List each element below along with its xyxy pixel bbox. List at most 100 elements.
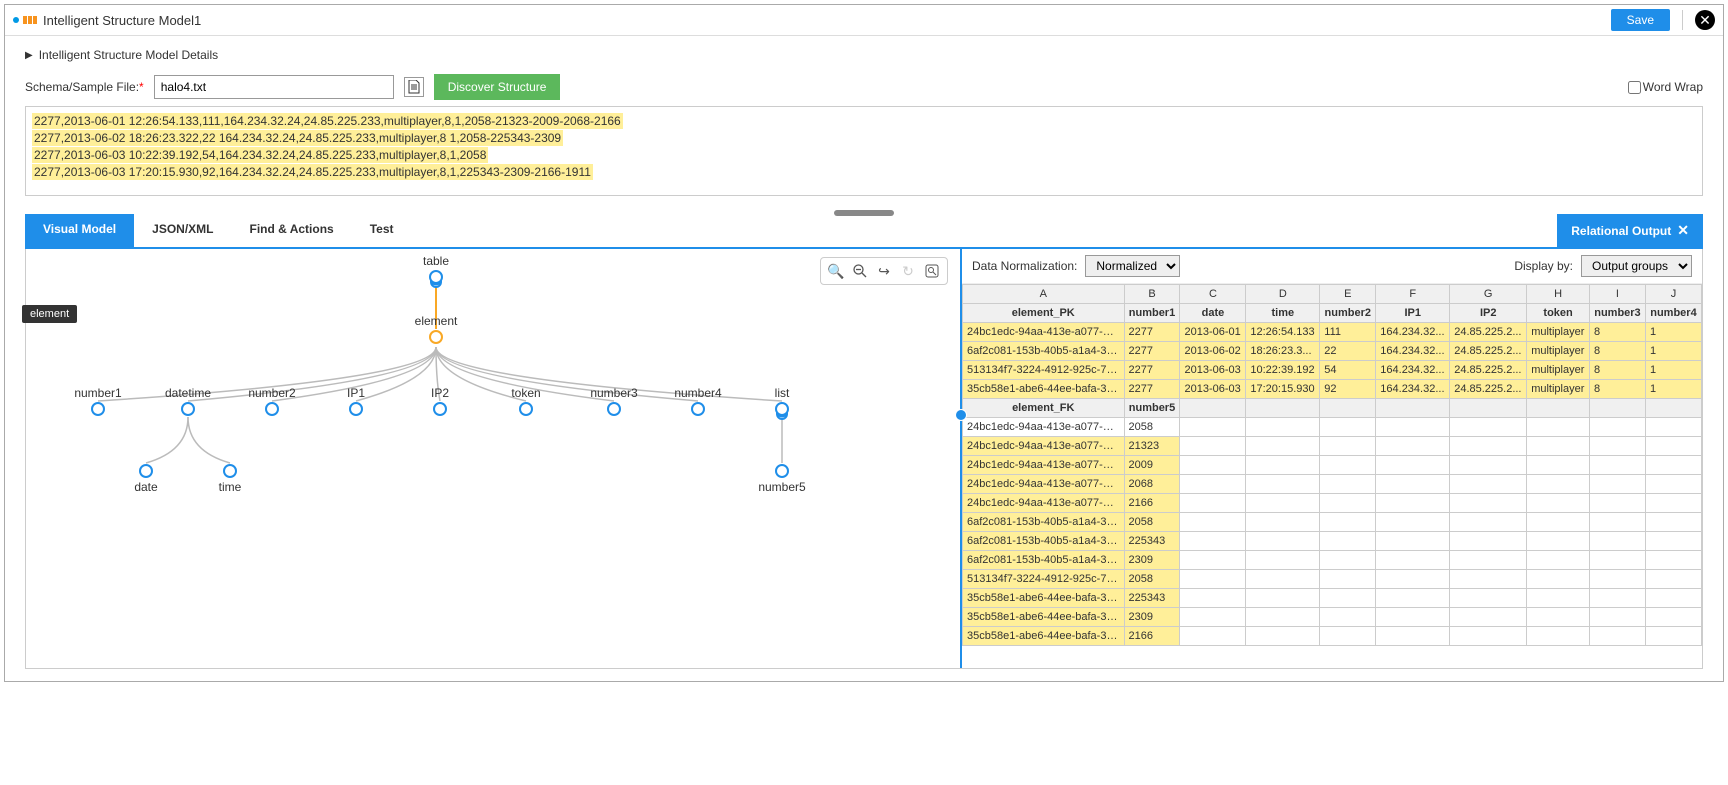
- cell: [1589, 627, 1645, 646]
- cell: [1645, 627, 1701, 646]
- zoom-out-icon[interactable]: [851, 262, 869, 280]
- sample-line: 2277,2013-06-03 17:20:15.930,92,164.234.…: [32, 164, 593, 180]
- cell: [1376, 627, 1450, 646]
- data-grid[interactable]: ABCDEFGHIJelement_PKnumber1datetimenumbe…: [962, 284, 1702, 668]
- column-header: [1376, 399, 1450, 418]
- cell: [1645, 456, 1701, 475]
- cell: [1320, 475, 1376, 494]
- svg-text:number3: number3: [590, 386, 638, 400]
- cell: 2013-06-03: [1180, 380, 1246, 399]
- cell: [1645, 570, 1701, 589]
- zoom-in-icon[interactable]: 🔍: [827, 262, 845, 280]
- cell: 24bc1edc-94aa-413e-a077-d4eb6...: [963, 456, 1125, 475]
- cell: 111: [1320, 323, 1376, 342]
- cell: [1645, 551, 1701, 570]
- cell: [1246, 551, 1320, 570]
- cell: 513134f7-3224-4912-925c-728313...: [963, 570, 1125, 589]
- tab-visual-model[interactable]: Visual Model: [25, 214, 134, 247]
- details-toggle[interactable]: ▶ Intelligent Structure Model Details: [25, 48, 1703, 62]
- column-header: number2: [1320, 304, 1376, 323]
- cell: 8: [1589, 380, 1645, 399]
- cell: 24bc1edc-94aa-413e-a077-d4eb6...: [963, 323, 1125, 342]
- cell: 92: [1320, 380, 1376, 399]
- tab-find-actions[interactable]: Find & Actions: [231, 214, 351, 247]
- cell: [1320, 589, 1376, 608]
- tab-json-xml[interactable]: JSON/XML: [134, 214, 231, 247]
- column-header: G: [1450, 285, 1527, 304]
- file-browse-icon[interactable]: [404, 77, 424, 97]
- cell: [1246, 532, 1320, 551]
- app-window: Intelligent Structure Model1 Save ✕ ▶ In…: [4, 4, 1724, 682]
- svg-text:datetime: datetime: [165, 386, 211, 400]
- window-title: Intelligent Structure Model1: [43, 13, 1611, 28]
- fit-icon[interactable]: [923, 262, 941, 280]
- tab-test[interactable]: Test: [352, 214, 412, 247]
- element-tooltip: element: [22, 305, 77, 323]
- cell: [1450, 456, 1527, 475]
- column-header: [1450, 399, 1527, 418]
- svg-text:number2: number2: [248, 386, 296, 400]
- column-header: H: [1527, 285, 1590, 304]
- cell: 164.234.32...: [1376, 342, 1450, 361]
- cell: 2309: [1124, 608, 1180, 627]
- redo-icon[interactable]: ↪: [875, 262, 893, 280]
- cell: 2013-06-03: [1180, 361, 1246, 380]
- cell: [1527, 551, 1590, 570]
- cell: [1376, 456, 1450, 475]
- svg-text:number4: number4: [674, 386, 722, 400]
- cell: [1376, 437, 1450, 456]
- cell: 2166: [1124, 494, 1180, 513]
- cell: 6af2c081-153b-40b5-a1a4-364ea...: [963, 551, 1125, 570]
- cell: [1527, 627, 1590, 646]
- tree-diagram[interactable]: tableelementnumber1datetimenumber2IP1IP2…: [26, 249, 960, 668]
- cell: 24bc1edc-94aa-413e-a077-d4eb6...: [963, 494, 1125, 513]
- save-button[interactable]: Save: [1611, 9, 1670, 31]
- relational-output-panel: Data Normalization: Normalized Display b…: [962, 249, 1702, 668]
- wordwrap-toggle[interactable]: Word Wrap: [1628, 80, 1703, 94]
- cell: [1527, 475, 1590, 494]
- cell: [1246, 437, 1320, 456]
- cell: [1180, 551, 1246, 570]
- cell: [1246, 589, 1320, 608]
- cell: [1180, 589, 1246, 608]
- close-relational-icon[interactable]: ✕: [1677, 222, 1689, 239]
- cell: [1450, 532, 1527, 551]
- schema-file-input[interactable]: [154, 75, 394, 99]
- cell: [1320, 513, 1376, 532]
- cell: 8: [1589, 342, 1645, 361]
- undo-icon[interactable]: ↻: [899, 262, 917, 280]
- relational-output-panel-header[interactable]: Relational Output ✕: [1557, 214, 1703, 247]
- sample-data-box: 2277,2013-06-01 12:26:54.133,111,164.234…: [25, 106, 1703, 196]
- chevron-right-icon: ▶: [25, 50, 33, 61]
- cell: [1376, 418, 1450, 437]
- cell: 35cb58e1-abe6-44ee-bafa-3cff7fe...: [963, 627, 1125, 646]
- column-header: number3: [1589, 304, 1645, 323]
- sample-line: 2277,2013-06-03 10:22:39.192,54,164.234.…: [32, 147, 488, 163]
- close-button[interactable]: ✕: [1695, 10, 1715, 30]
- cell: [1320, 437, 1376, 456]
- column-header: J: [1645, 285, 1701, 304]
- column-header: date: [1180, 304, 1246, 323]
- cell: [1320, 418, 1376, 437]
- column-header: IP2: [1450, 304, 1527, 323]
- cell: [1450, 570, 1527, 589]
- display-by-select[interactable]: Output groups: [1581, 255, 1692, 277]
- splitter-handle-icon[interactable]: [955, 409, 967, 421]
- cell: [1527, 437, 1590, 456]
- cell: [1376, 551, 1450, 570]
- wordwrap-checkbox[interactable]: [1628, 81, 1641, 94]
- normalization-select[interactable]: Normalized: [1085, 255, 1180, 277]
- cell: 24bc1edc-94aa-413e-a077-d4eb6...: [963, 418, 1125, 437]
- cell: [1589, 437, 1645, 456]
- resize-handle[interactable]: [834, 210, 894, 216]
- cell: 18:26:23.3...: [1246, 342, 1320, 361]
- column-header: number4: [1645, 304, 1701, 323]
- cell: [1589, 456, 1645, 475]
- cell: [1246, 570, 1320, 589]
- cell: [1180, 513, 1246, 532]
- column-header: [1246, 399, 1320, 418]
- panels: 🔍 ↪ ↻ element tableelementnumber1datetim…: [25, 249, 1703, 669]
- discover-structure-button[interactable]: Discover Structure: [434, 74, 561, 100]
- column-header: token: [1527, 304, 1590, 323]
- cell: [1180, 532, 1246, 551]
